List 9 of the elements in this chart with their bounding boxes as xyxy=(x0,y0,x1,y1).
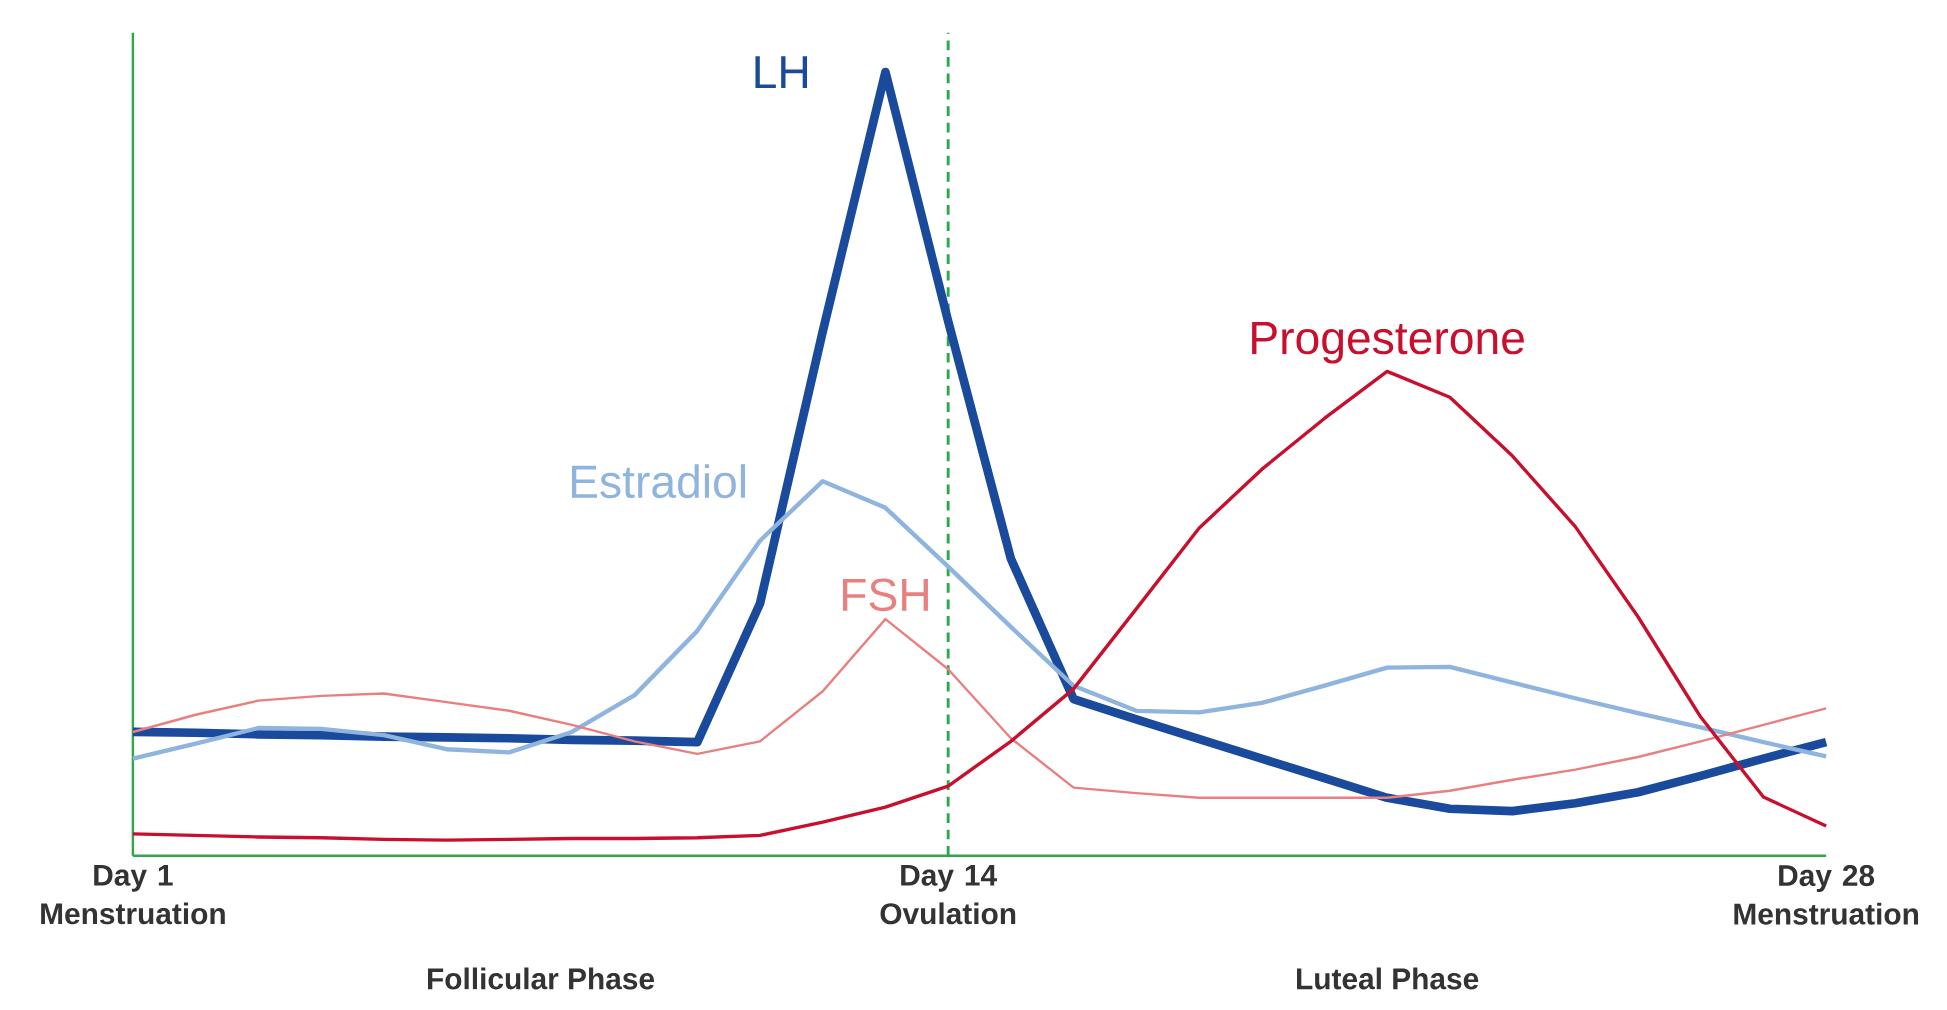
series-label: Estradiol xyxy=(571,464,745,499)
x-tick-label: Day 14 Ovulation xyxy=(880,865,1016,925)
text: Luteal Phase xyxy=(1297,967,1479,990)
series-label: LH xyxy=(755,56,808,89)
series-label: FSH xyxy=(843,578,928,612)
x-tick-label: Day 1 Menstruation xyxy=(41,865,225,925)
text: Follicular Phase xyxy=(428,967,655,990)
x-tick-label: Day 28 Menstruation xyxy=(1734,865,1919,925)
series-label: Progesterone xyxy=(1252,322,1524,364)
